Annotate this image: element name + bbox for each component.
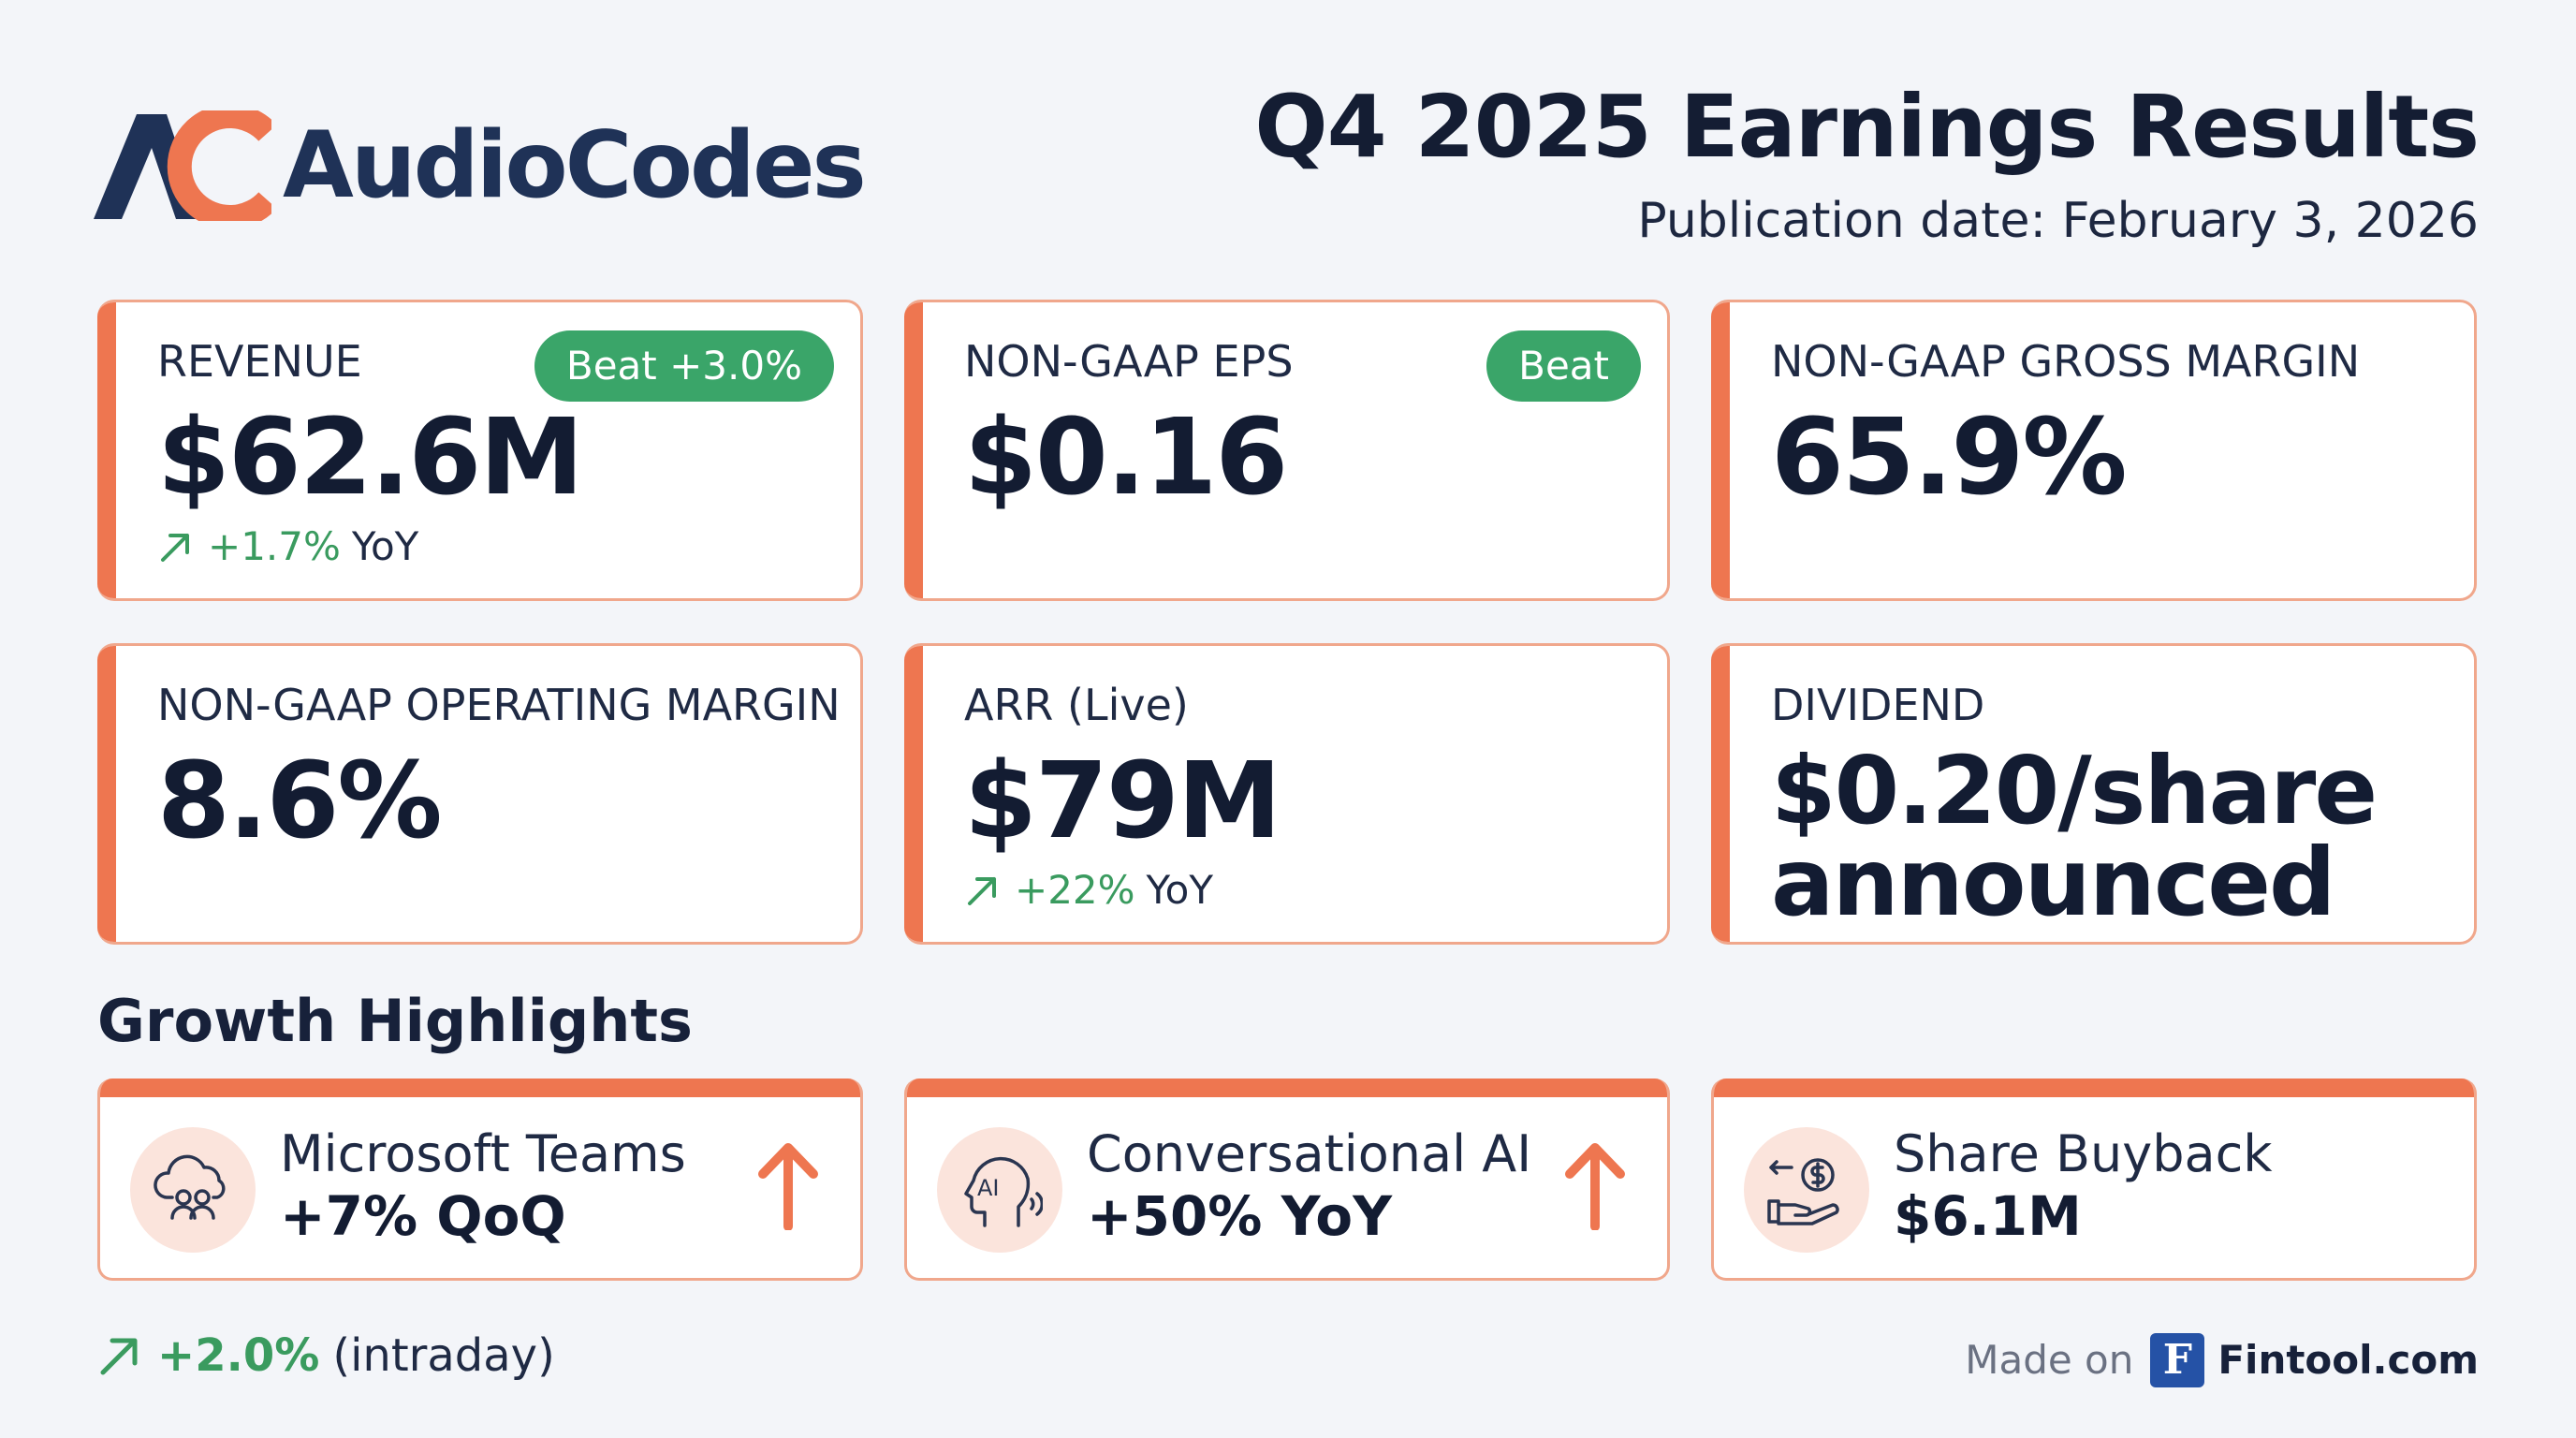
up-arrow-icon xyxy=(1565,1143,1625,1230)
trend-up-arrow-icon xyxy=(161,534,189,562)
cloud-users-icon xyxy=(130,1127,256,1253)
growth-title: Conversational AI xyxy=(1087,1124,1532,1183)
audiocodes-logo: AudioCodes xyxy=(94,105,867,227)
metric-value: 65.9% xyxy=(1771,397,2128,519)
metric-card-gross-margin: NON-GAAP GROSS MARGIN 65.9% xyxy=(1711,300,2477,601)
metric-card-eps: NON-GAAP EPS Beat $0.16 xyxy=(904,300,1670,601)
metric-value: $0.16 xyxy=(964,397,1288,519)
growth-value: +50% YoY xyxy=(1087,1184,1393,1248)
metric-value: $79M xyxy=(964,741,1281,862)
metric-card-dividend: DIVIDEND $0.20/share announced xyxy=(1711,643,2477,945)
yoy-change-suffix: YoY xyxy=(351,523,419,569)
fintool-logo-icon: F xyxy=(2150,1333,2205,1387)
fintool-link[interactable]: Fintool.com xyxy=(2217,1337,2479,1383)
made-on-label: Made on xyxy=(1965,1337,2134,1383)
ai-voice-icon: AI xyxy=(937,1127,1062,1253)
growth-title: Microsoft Teams xyxy=(280,1124,686,1183)
metric-label: REVENUE xyxy=(157,336,362,387)
growth-card-conversational-ai: AI Conversational AI +50% YoY xyxy=(904,1078,1670,1281)
section-title: Growth Highlights xyxy=(97,987,693,1055)
growth-card-teams: Microsoft Teams +7% QoQ xyxy=(97,1078,863,1281)
intraday-change: +2.0% (intraday) xyxy=(97,1333,555,1378)
yoy-change: +1.7% YoY xyxy=(157,527,418,566)
growth-title: Share Buyback xyxy=(1894,1124,2273,1183)
yoy-change: +22% YoY xyxy=(964,871,1213,910)
growth-card-share-buyback: Share Buyback $6.1M xyxy=(1711,1078,2477,1281)
ac-logo-mark-icon xyxy=(94,110,271,221)
beat-badge: Beat +3.0% xyxy=(534,330,834,402)
intraday-change-value: +2.0% xyxy=(157,1329,320,1382)
metric-value: $0.20/share announced xyxy=(1771,736,2378,937)
trend-up-arrow-icon xyxy=(968,877,996,905)
metric-value: 8.6% xyxy=(157,741,443,862)
yoy-change-value: +22% xyxy=(1015,867,1135,913)
made-on-fintool[interactable]: Made on F Fintool.com xyxy=(1965,1333,2479,1387)
metric-card-operating-margin: NON-GAAP OPERATING MARGIN 8.6% xyxy=(97,643,863,945)
publication-date: Publication date: February 3, 2026 xyxy=(1637,193,2479,249)
metric-label: ARR (Live) xyxy=(964,680,1189,730)
metric-label: DIVIDEND xyxy=(1771,680,1985,730)
trend-up-arrow-icon xyxy=(100,1338,138,1375)
metric-value: $62.6M xyxy=(157,397,584,519)
metric-label: NON-GAAP EPS xyxy=(964,336,1294,387)
metric-card-revenue: REVENUE Beat +3.0% $62.6M +1.7% YoY xyxy=(97,300,863,601)
page-title: Q4 2025 Earnings Results xyxy=(1254,77,2480,177)
growth-value: +7% QoQ xyxy=(280,1184,566,1248)
up-arrow-icon xyxy=(758,1143,818,1230)
logo-text: AudioCodes xyxy=(283,112,867,219)
beat-badge: Beat xyxy=(1486,330,1641,402)
hand-dollar-icon xyxy=(1744,1127,1869,1253)
growth-value: $6.1M xyxy=(1894,1184,2082,1248)
yoy-change-value: +1.7% xyxy=(208,523,341,569)
yoy-change-suffix: YoY xyxy=(1146,867,1213,913)
metric-card-arr: ARR (Live) $79M +22% YoY xyxy=(904,643,1670,945)
metric-label: NON-GAAP GROSS MARGIN xyxy=(1771,336,2361,387)
intraday-label: (intraday) xyxy=(332,1329,555,1382)
svg-text:AI: AI xyxy=(977,1175,1000,1201)
metric-label: NON-GAAP OPERATING MARGIN xyxy=(157,680,841,730)
